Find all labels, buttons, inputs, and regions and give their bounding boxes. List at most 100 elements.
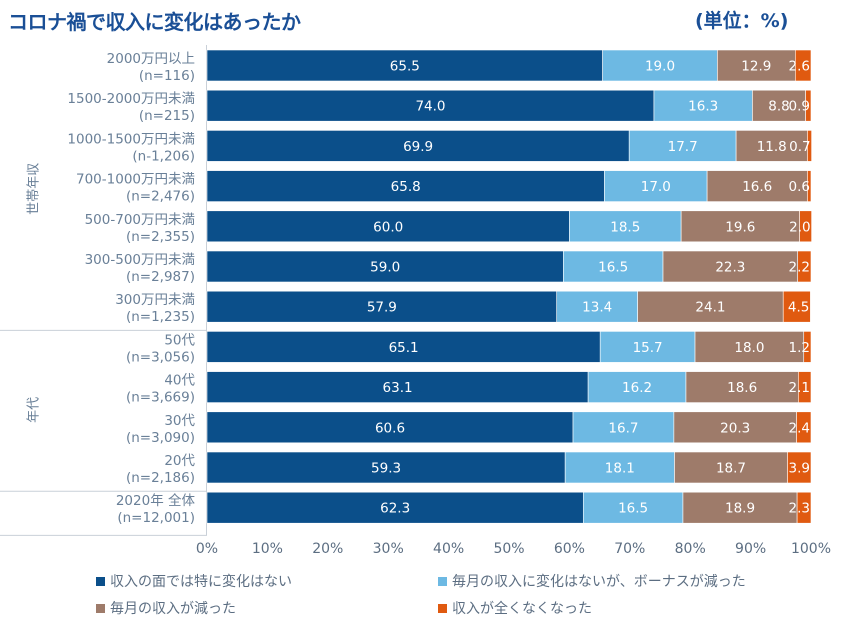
x-tick-label: 60% bbox=[554, 541, 585, 557]
category-label-line2: (n-1,206) bbox=[132, 148, 195, 164]
category-label-line2: (n=12,001) bbox=[117, 510, 195, 526]
bar-value-label: 69.9 bbox=[403, 139, 433, 155]
bar-value-label: 18.5 bbox=[610, 219, 640, 235]
category-label-line2: (n=2,355) bbox=[126, 229, 195, 245]
legend-label: 毎月の収入に変化はないが、ボーナスが減った bbox=[452, 574, 746, 590]
bar-value-label: 59.3 bbox=[371, 461, 401, 477]
bar-segment bbox=[637, 290, 784, 323]
category-label-line2: (n=3,669) bbox=[126, 390, 195, 406]
bar-value-label: 59.0 bbox=[370, 260, 400, 276]
bar-segment bbox=[807, 170, 812, 202]
bar-value-label: 16.3 bbox=[688, 99, 718, 115]
category-label-line1: 2020年 全体 bbox=[116, 492, 196, 509]
bar-value-label: 2.0 bbox=[789, 219, 810, 235]
bar-segment bbox=[796, 411, 812, 444]
bar-segment bbox=[582, 491, 684, 524]
category-label-line2: (n=116) bbox=[139, 68, 195, 84]
legend-item-no-change: 収入の面では特に変化はない bbox=[96, 571, 292, 591]
x-tick-label: 80% bbox=[675, 541, 706, 557]
x-tick-label: 100% bbox=[791, 541, 831, 557]
bar-value-label: 15.7 bbox=[633, 340, 663, 356]
bar-segment bbox=[673, 411, 797, 444]
category-label-line1: 40代 bbox=[164, 373, 195, 389]
bar-segment bbox=[564, 451, 675, 484]
bar-value-label: 17.0 bbox=[641, 179, 671, 195]
bar-value-label: 16.2 bbox=[622, 380, 652, 396]
group-label: 年代 bbox=[27, 397, 42, 423]
category-label-line1: 300-500万円未満 bbox=[85, 252, 195, 268]
bar-segment bbox=[782, 290, 811, 323]
category-label-line1: 500-700万円未満 bbox=[85, 212, 195, 228]
bar-segment bbox=[206, 451, 566, 484]
bar-value-label: 16.7 bbox=[608, 420, 638, 436]
legend-label: 毎月の収入が減った bbox=[110, 601, 236, 617]
bar-value-label: 2.3 bbox=[789, 501, 810, 517]
legend-swatch bbox=[438, 603, 447, 613]
bar-segment bbox=[798, 371, 812, 403]
legend-swatch bbox=[96, 576, 105, 586]
category-label-line1: 700-1000万円未満 bbox=[76, 172, 195, 188]
bar-value-label: 57.9 bbox=[367, 300, 397, 316]
bar-value-label: 19.6 bbox=[725, 219, 755, 235]
bar-value-label: 2.4 bbox=[789, 420, 810, 436]
category-label-line1: 50代 bbox=[164, 332, 195, 348]
bar-value-label: 63.1 bbox=[383, 380, 413, 396]
bar-segment bbox=[805, 89, 812, 122]
bar-value-label: 0.6 bbox=[789, 179, 810, 195]
bar-segment bbox=[599, 331, 696, 363]
bar-segment bbox=[604, 170, 708, 202]
category-label-line2: (n=3,056) bbox=[126, 349, 195, 365]
bar-value-label: 12.9 bbox=[741, 59, 771, 75]
category-label-line2: (n=3,090) bbox=[126, 430, 195, 446]
bar-value-label: 2.1 bbox=[789, 380, 810, 396]
bar-value-label: 74.0 bbox=[415, 99, 445, 115]
bar-value-label: 19.0 bbox=[645, 59, 675, 75]
category-label-line2: (n=215) bbox=[139, 108, 195, 124]
x-tick-label: 70% bbox=[614, 541, 645, 557]
x-tick-label: 10% bbox=[252, 541, 283, 557]
legend-label: 収入が全くなくなった bbox=[452, 601, 592, 617]
bar-value-label: 18.9 bbox=[725, 501, 755, 517]
bar-segment bbox=[206, 210, 570, 243]
legend-item-income-lost: 収入が全くなくなった bbox=[438, 598, 592, 618]
bar-segment bbox=[206, 170, 605, 202]
bar-value-label: 0.7 bbox=[789, 139, 810, 155]
bar-segment bbox=[797, 250, 812, 283]
bar-segment bbox=[206, 371, 589, 403]
category-label-line2: (n=2,186) bbox=[126, 470, 195, 486]
legend-label: 収入の面では特に変化はない bbox=[110, 574, 292, 590]
x-tick-label: 30% bbox=[373, 541, 404, 557]
bar-segment bbox=[206, 250, 564, 283]
bar-segment bbox=[717, 49, 796, 82]
bar-segment bbox=[706, 170, 808, 202]
unit-label: (単位：%) bbox=[695, 10, 789, 32]
bar-value-label: 16.5 bbox=[598, 260, 628, 276]
category-label-line1: 1000-1500万円未満 bbox=[67, 131, 195, 147]
bar-segment bbox=[694, 331, 805, 363]
bar-segment bbox=[563, 250, 664, 283]
bar-segment bbox=[685, 371, 799, 403]
bar-segment bbox=[752, 89, 806, 122]
legend-swatch bbox=[96, 603, 105, 613]
bar-segment bbox=[206, 411, 574, 444]
bar-segment bbox=[735, 130, 808, 162]
bar-value-label: 18.7 bbox=[716, 461, 746, 477]
bar-value-label: 16.6 bbox=[742, 179, 772, 195]
bar-value-label: 20.3 bbox=[720, 420, 750, 436]
bar-segment bbox=[662, 250, 799, 283]
bar-segment bbox=[206, 331, 601, 363]
bar-value-label: 18.6 bbox=[727, 380, 757, 396]
bar-value-label: 11.8 bbox=[757, 139, 787, 155]
bar-segment bbox=[206, 130, 630, 162]
group-label: 世帯年収 bbox=[27, 163, 42, 215]
bar-value-label: 24.1 bbox=[695, 300, 725, 316]
bar-segment bbox=[206, 49, 603, 82]
category-label-line1: 1500-2000万円未満 bbox=[67, 91, 195, 107]
bar-value-label: 65.5 bbox=[390, 59, 420, 75]
category-label-line2: (n=2,476) bbox=[126, 189, 195, 205]
bar-value-label: 62.3 bbox=[380, 501, 410, 517]
bar-value-label: 18.1 bbox=[605, 461, 635, 477]
bar-segment bbox=[787, 451, 812, 484]
chart-title: コロナ禍で収入に変化はあったか bbox=[8, 10, 301, 34]
bar-value-label: 60.6 bbox=[375, 420, 405, 436]
